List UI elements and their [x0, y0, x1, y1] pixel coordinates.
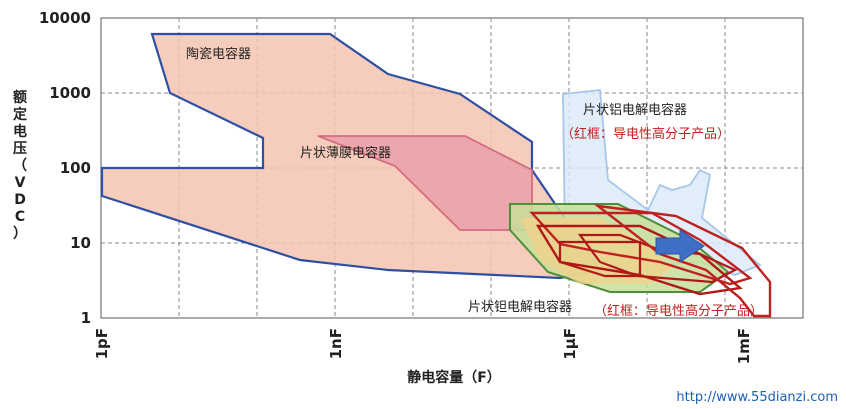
ceramic-label: 陶瓷电容器 — [186, 46, 251, 62]
x-ticks: 1pF 1nF 1μF 1mF — [93, 328, 753, 364]
y-axis-title-char: V — [15, 175, 26, 191]
y-tick-label: 10 — [70, 234, 91, 252]
y-ticks: 1 10 100 1000 10000 — [39, 9, 91, 327]
aluminum-label: 片状铝电解电容器 — [583, 102, 687, 118]
x-tick-label: 1μF — [561, 328, 579, 360]
y-axis-title-char: D — [14, 192, 26, 208]
y-axis-title-char: （ — [13, 158, 27, 174]
y-tick-label: 10000 — [39, 9, 91, 27]
polymer-frame-2 — [535, 224, 743, 296]
y-axis-title-char: C — [15, 209, 25, 225]
y-axis-title-char: 压 — [13, 141, 27, 157]
trend-arrow — [655, 229, 705, 263]
y-axis-title-char: ） — [13, 226, 27, 242]
y-tick-label: 1000 — [49, 84, 91, 102]
x-axis-title: 静电容量（F） — [407, 369, 501, 386]
x-tick-label: 1mF — [735, 328, 753, 364]
y-axis-title-char: 电 — [13, 123, 27, 140]
tantalum-note: （红框：导电性高分子产品） — [594, 303, 763, 319]
polymer-frame-3 — [577, 233, 738, 284]
aluminum-note: （红框：导电性高分子产品） — [561, 126, 730, 142]
x-tick-label: 1nF — [327, 328, 345, 359]
watermark: http://www.55dianzi.com — [676, 390, 838, 405]
polymer-frame-1 — [529, 211, 753, 286]
y-tick-label: 100 — [60, 159, 91, 177]
y-tick-label: 1 — [81, 309, 91, 327]
film-label: 片状薄膜电容器 — [300, 145, 391, 161]
y-axis-title-char: 定 — [13, 106, 27, 123]
polymer-frame-aluminum — [593, 204, 772, 318]
y-axis-title-char: 额 — [13, 89, 27, 106]
x-tick-label: 1pF — [93, 328, 111, 359]
polymer-frame-4 — [558, 240, 642, 278]
tantalum-label: 片状钽电解电容器 — [468, 299, 572, 315]
